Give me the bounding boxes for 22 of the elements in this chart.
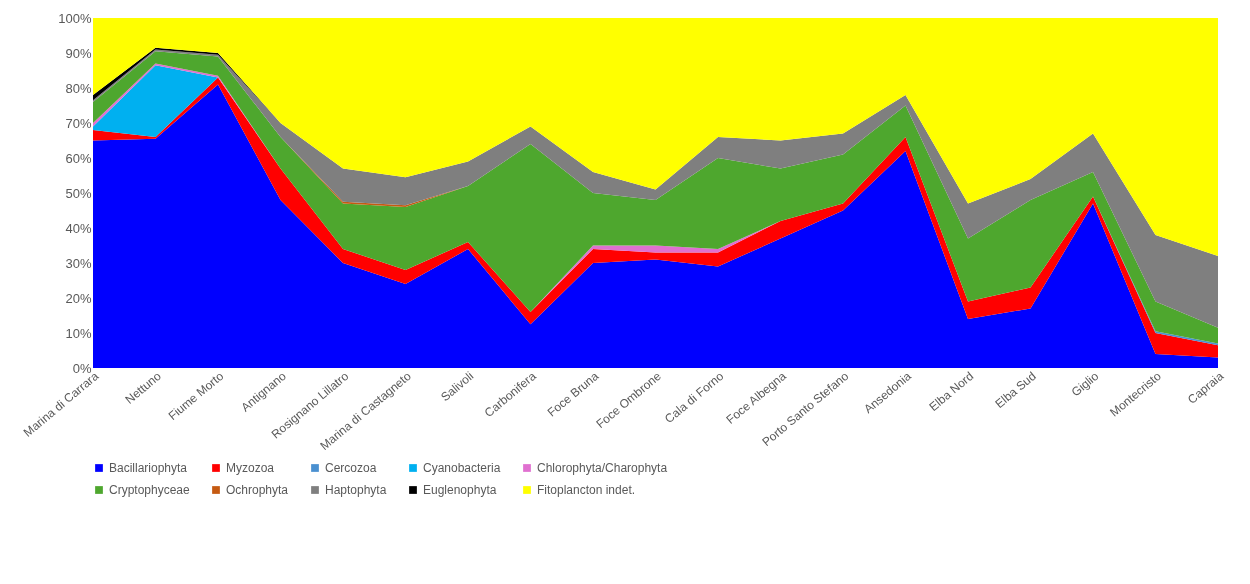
x-tick-label: Elba Sud xyxy=(992,368,1039,411)
y-tick-label: 60% xyxy=(65,150,92,166)
y-tick-label: 20% xyxy=(65,290,92,306)
y-tick-label: 100% xyxy=(58,10,92,26)
y-tick-label: 50% xyxy=(65,185,92,201)
y-tick-label: 0% xyxy=(72,360,92,376)
y-tick-label: 80% xyxy=(65,80,92,96)
y-tick-label: 90% xyxy=(65,45,92,61)
legend-label: Cercozoa xyxy=(325,461,377,475)
y-tick-label: 70% xyxy=(65,115,92,131)
legend-label: Ochrophyta xyxy=(226,483,289,497)
legend-label: Cryptophyceae xyxy=(109,483,191,497)
legend-label: Bacillariophyta xyxy=(109,461,188,475)
y-tick-label: 10% xyxy=(65,325,92,341)
y-tick-label: 40% xyxy=(65,220,92,236)
legend-label: Myzozoa xyxy=(226,461,275,475)
legend-label: Cyanobacteria xyxy=(423,461,501,475)
legend-label: Chlorophyta/Charophyta xyxy=(537,461,668,475)
y-tick-label: 30% xyxy=(65,255,92,271)
legend-label: Fitoplancton indet. xyxy=(537,483,636,497)
legend-label: Haptophyta xyxy=(325,483,387,497)
legend-label: Euglenophyta xyxy=(423,483,497,497)
